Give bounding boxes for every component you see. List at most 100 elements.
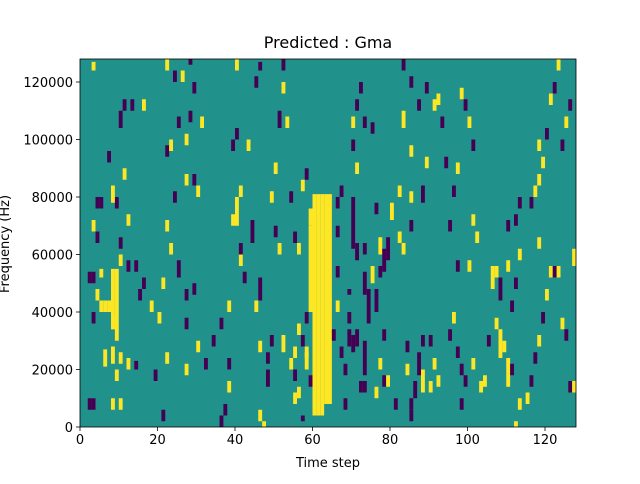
heatmap-cell	[281, 82, 286, 94]
heatmap-cell	[494, 317, 499, 330]
heatmap-cell	[165, 220, 170, 232]
x-axis-label: Time step	[295, 456, 360, 471]
heatmap-cell	[382, 248, 387, 272]
heatmap-cell	[533, 352, 538, 364]
heatmap-cell	[378, 266, 383, 278]
heatmap-cell	[339, 346, 344, 358]
heatmap-cell	[169, 139, 174, 151]
heatmap-cell	[409, 191, 414, 203]
heatmap-cell	[436, 375, 441, 387]
heatmap-cell	[370, 122, 375, 134]
heatmap-cell	[428, 335, 433, 347]
heatmap-cell	[428, 381, 433, 393]
heatmap-cell	[153, 369, 158, 381]
heatmap-cell	[246, 139, 251, 151]
heatmap-cell	[560, 317, 565, 330]
heatmap-cell	[498, 329, 503, 358]
heatmap-cell	[300, 335, 305, 347]
heatmap-cell	[401, 243, 406, 255]
y-axis-label: Frequency (Hz)	[0, 195, 13, 293]
heatmap-cell	[537, 139, 542, 151]
heatmap-cell	[118, 237, 123, 249]
y-tick-label: 0	[65, 421, 73, 436]
heatmap-cell	[413, 381, 418, 399]
heatmap-cell	[393, 398, 398, 410]
x-tick-label: 120	[533, 433, 558, 448]
heatmap-cell	[390, 202, 394, 220]
heatmap-cell	[103, 349, 108, 367]
heatmap-cell	[351, 116, 356, 128]
heatmap-cell	[545, 289, 549, 301]
heatmap-cell	[273, 225, 278, 238]
heatmap-cell	[184, 133, 189, 146]
heatmap-cell	[91, 220, 96, 232]
heatmap-cell	[99, 300, 104, 312]
heatmap-cell	[343, 363, 348, 376]
heatmap-cell	[490, 266, 495, 289]
heatmap-cell	[87, 398, 92, 410]
heatmap-cell	[235, 128, 239, 140]
heatmap-cell	[188, 110, 193, 123]
heatmap-cell	[111, 185, 115, 203]
heatmap-cell	[304, 168, 309, 180]
heatmap-cell	[448, 220, 453, 232]
heatmap-cell	[231, 214, 236, 226]
heatmap-cell	[91, 61, 96, 71]
heatmap-cell	[99, 197, 104, 209]
heatmap-cell	[196, 340, 201, 353]
heatmap-cell	[514, 214, 518, 226]
heatmap-cell	[572, 381, 577, 393]
heatmap-cell	[169, 243, 174, 255]
heatmap-cell	[281, 59, 286, 71]
heatmap-cell	[114, 369, 119, 381]
heatmap-cell	[459, 363, 464, 376]
heatmap-cell	[258, 409, 263, 422]
heatmap-cell	[548, 266, 553, 278]
heatmap-cell	[471, 358, 476, 370]
heatmap-cell	[471, 139, 476, 151]
heatmap-cell	[432, 99, 437, 111]
heatmap-cell	[118, 398, 123, 410]
x-tick-label: 0	[76, 433, 84, 448]
heatmap-cell	[103, 300, 108, 312]
heatmap-cell	[506, 220, 511, 232]
heatmap-cell	[432, 358, 437, 370]
heatmap-cell	[238, 185, 243, 197]
heatmap-cell	[397, 185, 402, 197]
heatmap-cell	[196, 185, 201, 197]
heatmap-cell	[409, 409, 414, 422]
heatmap-cell	[254, 76, 259, 88]
heatmap-cell	[556, 266, 561, 278]
heatmap-cell	[409, 76, 414, 88]
heatmap-cell	[142, 99, 146, 111]
heatmap-cell	[335, 266, 340, 278]
heatmap-cell	[362, 381, 367, 393]
heatmap-cell	[455, 260, 460, 272]
heatmap-cell	[510, 300, 515, 312]
heatmap-cell	[541, 312, 546, 324]
heatmap-cell	[227, 300, 232, 312]
heatmap-cell	[517, 197, 522, 209]
heatmap-cell	[331, 329, 336, 341]
heatmap-cell	[335, 225, 340, 238]
heatmap-cell	[91, 271, 96, 284]
heatmap-cell	[250, 231, 255, 243]
heatmap-cell	[238, 254, 243, 266]
heatmap-cell	[184, 174, 189, 186]
heatmap-cell	[95, 289, 100, 301]
heatmap-cell	[107, 300, 112, 312]
heatmap-cell	[269, 335, 274, 347]
heatmap-cell	[436, 93, 441, 105]
heatmap-cell	[157, 312, 162, 324]
heatmap-cell	[572, 248, 577, 266]
heatmap-cell	[560, 139, 565, 151]
heatmap-cell	[126, 358, 131, 370]
heatmap-cell	[486, 335, 491, 347]
heatmap-cell	[459, 398, 464, 410]
heatmap-cell	[537, 174, 542, 186]
heatmap-cell	[219, 415, 224, 427]
heatmap-cell	[142, 277, 146, 289]
heatmap-cell	[502, 340, 507, 353]
heatmap-cell	[506, 358, 511, 387]
heatmap-cell	[355, 162, 360, 174]
